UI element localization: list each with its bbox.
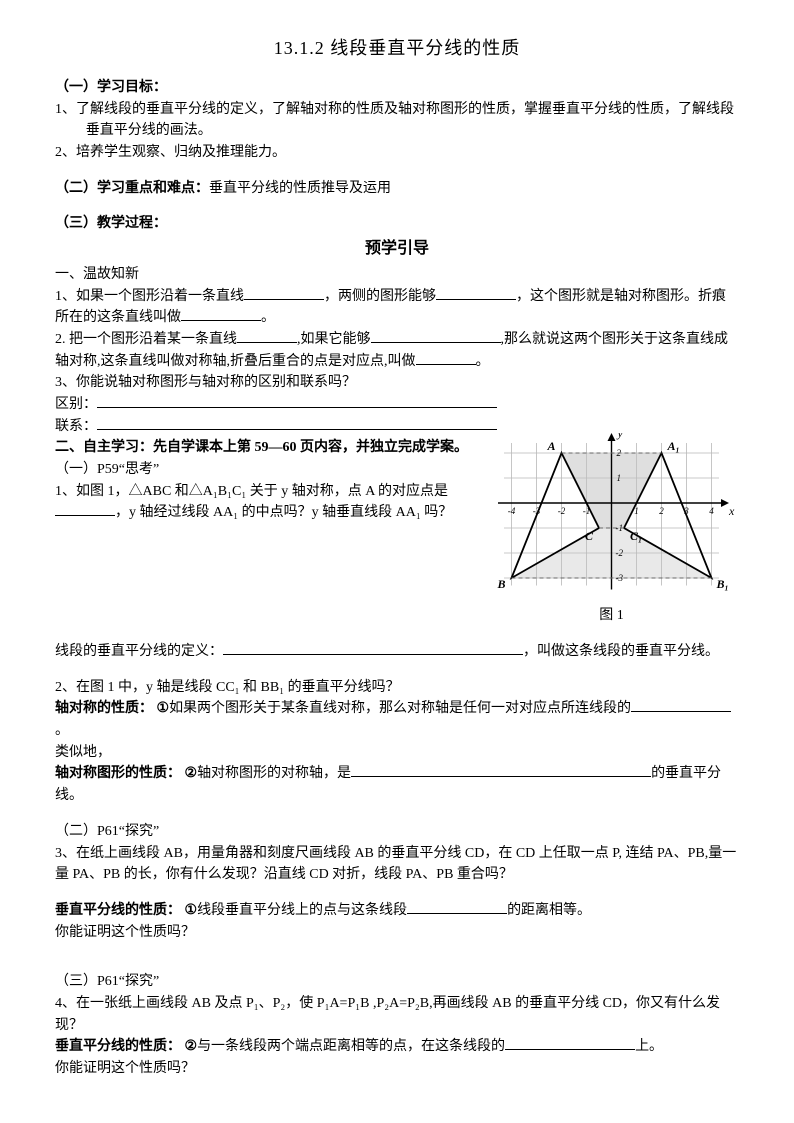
s2-body: 垂直平分线的性质推导及运用	[209, 181, 391, 196]
prop4c: 上。	[635, 1039, 663, 1054]
page-title: 13.1.2 线段垂直平分线的性质	[55, 35, 739, 63]
svg-text:2: 2	[659, 506, 664, 516]
blank	[407, 900, 507, 914]
prop3c: 的距离相等。	[507, 903, 591, 918]
prop1b: 如果两个图形关于某条直线对称，那么对称轴是任何一对对应点所连线段的	[169, 701, 631, 716]
perp-prop-2: 垂直平分线的性质： ②与一条线段两个端点距离相等的点，在这条线段的 上。	[55, 1036, 739, 1058]
blank	[244, 286, 324, 300]
axis-fig-prop: 轴对称图形的性质： ②轴对称图形的对称轴，是的垂直平分线。	[55, 763, 739, 806]
def-b: ，叫做这条线段的垂直平分线。	[523, 644, 719, 659]
perp-prop-1: 垂直平分线的性质： ①线段垂直平分线上的点与这条线段 的距离相等。	[55, 900, 739, 922]
blank	[55, 502, 115, 516]
rev-q2d: 。	[476, 354, 490, 369]
svg-text:A: A	[547, 439, 556, 453]
s1-item2: 2、培养学生观察、归纳及推理能力。	[55, 142, 739, 164]
s1-head: （一）学习目标：	[55, 77, 739, 99]
p2-q3: 3、在纸上画线段 AB，用量角器和刻度尺画线段 AB 的垂直平分线 CD，在 C…	[55, 843, 739, 886]
figure-1: -4-3-2-1123412-1-2-3xyAA₁BB₁CC₁ 图 1	[484, 433, 739, 627]
review-q3: 3、你能说轴对称图形与轴对称的区别和联系吗？	[55, 372, 739, 394]
svg-text:1: 1	[617, 473, 622, 483]
blank	[436, 286, 516, 300]
prop1c: 。	[55, 723, 69, 738]
prop2b: 轴对称图形的对称轴，是	[197, 766, 351, 781]
prove-1: 你能证明这个性质吗？	[55, 922, 739, 944]
p2-head: （二）P61“探究”	[55, 821, 739, 843]
svg-text:B₁: B₁	[716, 577, 729, 591]
blank	[181, 307, 261, 321]
rev-rel: 联系：	[55, 419, 97, 434]
rev-diff: 区别：	[55, 397, 97, 412]
blank	[97, 416, 497, 430]
rev-q1d: 。	[261, 310, 275, 325]
svg-text:-4: -4	[508, 506, 516, 516]
blank	[505, 1036, 635, 1050]
svg-text:B: B	[497, 577, 506, 591]
rev-q2b: ,如果它能够	[297, 332, 371, 347]
prove-2: 你能证明这个性质吗？	[55, 1058, 739, 1080]
rev-q1b: ，两侧的图形能够	[324, 289, 436, 304]
svg-text:y: y	[617, 433, 624, 440]
rev-q1a: 1、如果一个图形沿着一条直线	[55, 289, 244, 304]
p1-q2: 2、在图 1 中，y 轴是线段 CC₁ 和 BB₁ 的垂直平分线吗？	[55, 677, 739, 699]
p3-q4: 4、在一张纸上画线段 AB 及点 P₁、P₂，使 P₁A=P₁B ,P₂A=P₂…	[55, 993, 739, 1036]
review-diff: 区别：	[55, 394, 739, 416]
rev-q2a: 2. 把一个图形沿着某一条直线	[55, 332, 237, 347]
s3-sub: 预学引导	[55, 237, 739, 262]
svg-text:-2: -2	[558, 506, 566, 516]
similarly: 类似地，	[55, 742, 739, 764]
blank	[416, 351, 476, 365]
blank	[223, 641, 523, 655]
prop1a: 轴对称的性质：	[55, 701, 153, 716]
review-q2: 2. 把一个图形沿着某一条直线,如果它能够,那么就说这两个图形关于这条直线成轴对…	[55, 329, 739, 372]
prop2-num: ②	[185, 763, 198, 785]
figure-svg: -4-3-2-1123412-1-2-3xyAA₁BB₁CC₁	[484, 433, 739, 603]
svg-text:C₁: C₁	[630, 529, 642, 543]
def-a: 线段的垂直平分线的定义：	[55, 644, 223, 659]
def-line: 线段的垂直平分线的定义： ，叫做这条线段的垂直平分线。	[55, 641, 739, 663]
s2-line: （二）学习重点和难点：垂直平分线的性质推导及运用	[55, 178, 739, 200]
prop3-num: ①	[185, 900, 198, 922]
blank	[97, 394, 497, 408]
s3-head: （三）教学过程：	[55, 213, 739, 235]
blank	[237, 329, 297, 343]
figure-caption: 图 1	[484, 605, 739, 627]
p1-q1a: 1、如图 1，△ABC 和△A₁B₁C₁ 关于 y 轴对称，点 A 的对应点是	[55, 484, 448, 499]
s2-head: （二）学习重点和难点：	[55, 181, 209, 196]
svg-text:C: C	[585, 529, 594, 543]
p1-q1b: ，y 轴经过线段 AA₁ 的中点吗？y 轴垂直线段 AA₁ 吗？	[115, 505, 452, 520]
s1-item1: 1、了解线段的垂直平分线的定义，了解轴对称的性质及轴对称图形的性质，掌握垂直平分…	[55, 99, 739, 142]
review-head: 一、温故知新	[55, 264, 739, 286]
blank	[351, 763, 651, 777]
p3-head: （三）P61“探究”	[55, 971, 739, 993]
prop3a: 垂直平分线的性质：	[55, 903, 181, 918]
svg-text:4: 4	[709, 506, 714, 516]
svg-text:-2: -2	[616, 548, 624, 558]
blank	[371, 329, 501, 343]
prop4-num: ②	[185, 1036, 198, 1058]
prop4a: 垂直平分线的性质：	[55, 1039, 181, 1054]
prop4b: 与一条线段两个端点距离相等的点，在这条线段的	[197, 1039, 505, 1054]
axis-sym-prop: 轴对称的性质： ①如果两个图形关于某条直线对称，那么对称轴是任何一对对应点所连线…	[55, 698, 739, 741]
prop3b: 线段垂直平分线上的点与这条线段	[197, 903, 407, 918]
blank	[631, 698, 731, 712]
svg-text:x: x	[728, 504, 735, 518]
prop1-num: ①	[157, 698, 170, 720]
prop2a: 轴对称图形的性质：	[55, 766, 181, 781]
svg-text:A₁: A₁	[667, 439, 680, 453]
review-q1: 1、如果一个图形沿着一条直线，两侧的图形能够，这个图形就是轴对称图形。折痕所在的…	[55, 286, 739, 329]
